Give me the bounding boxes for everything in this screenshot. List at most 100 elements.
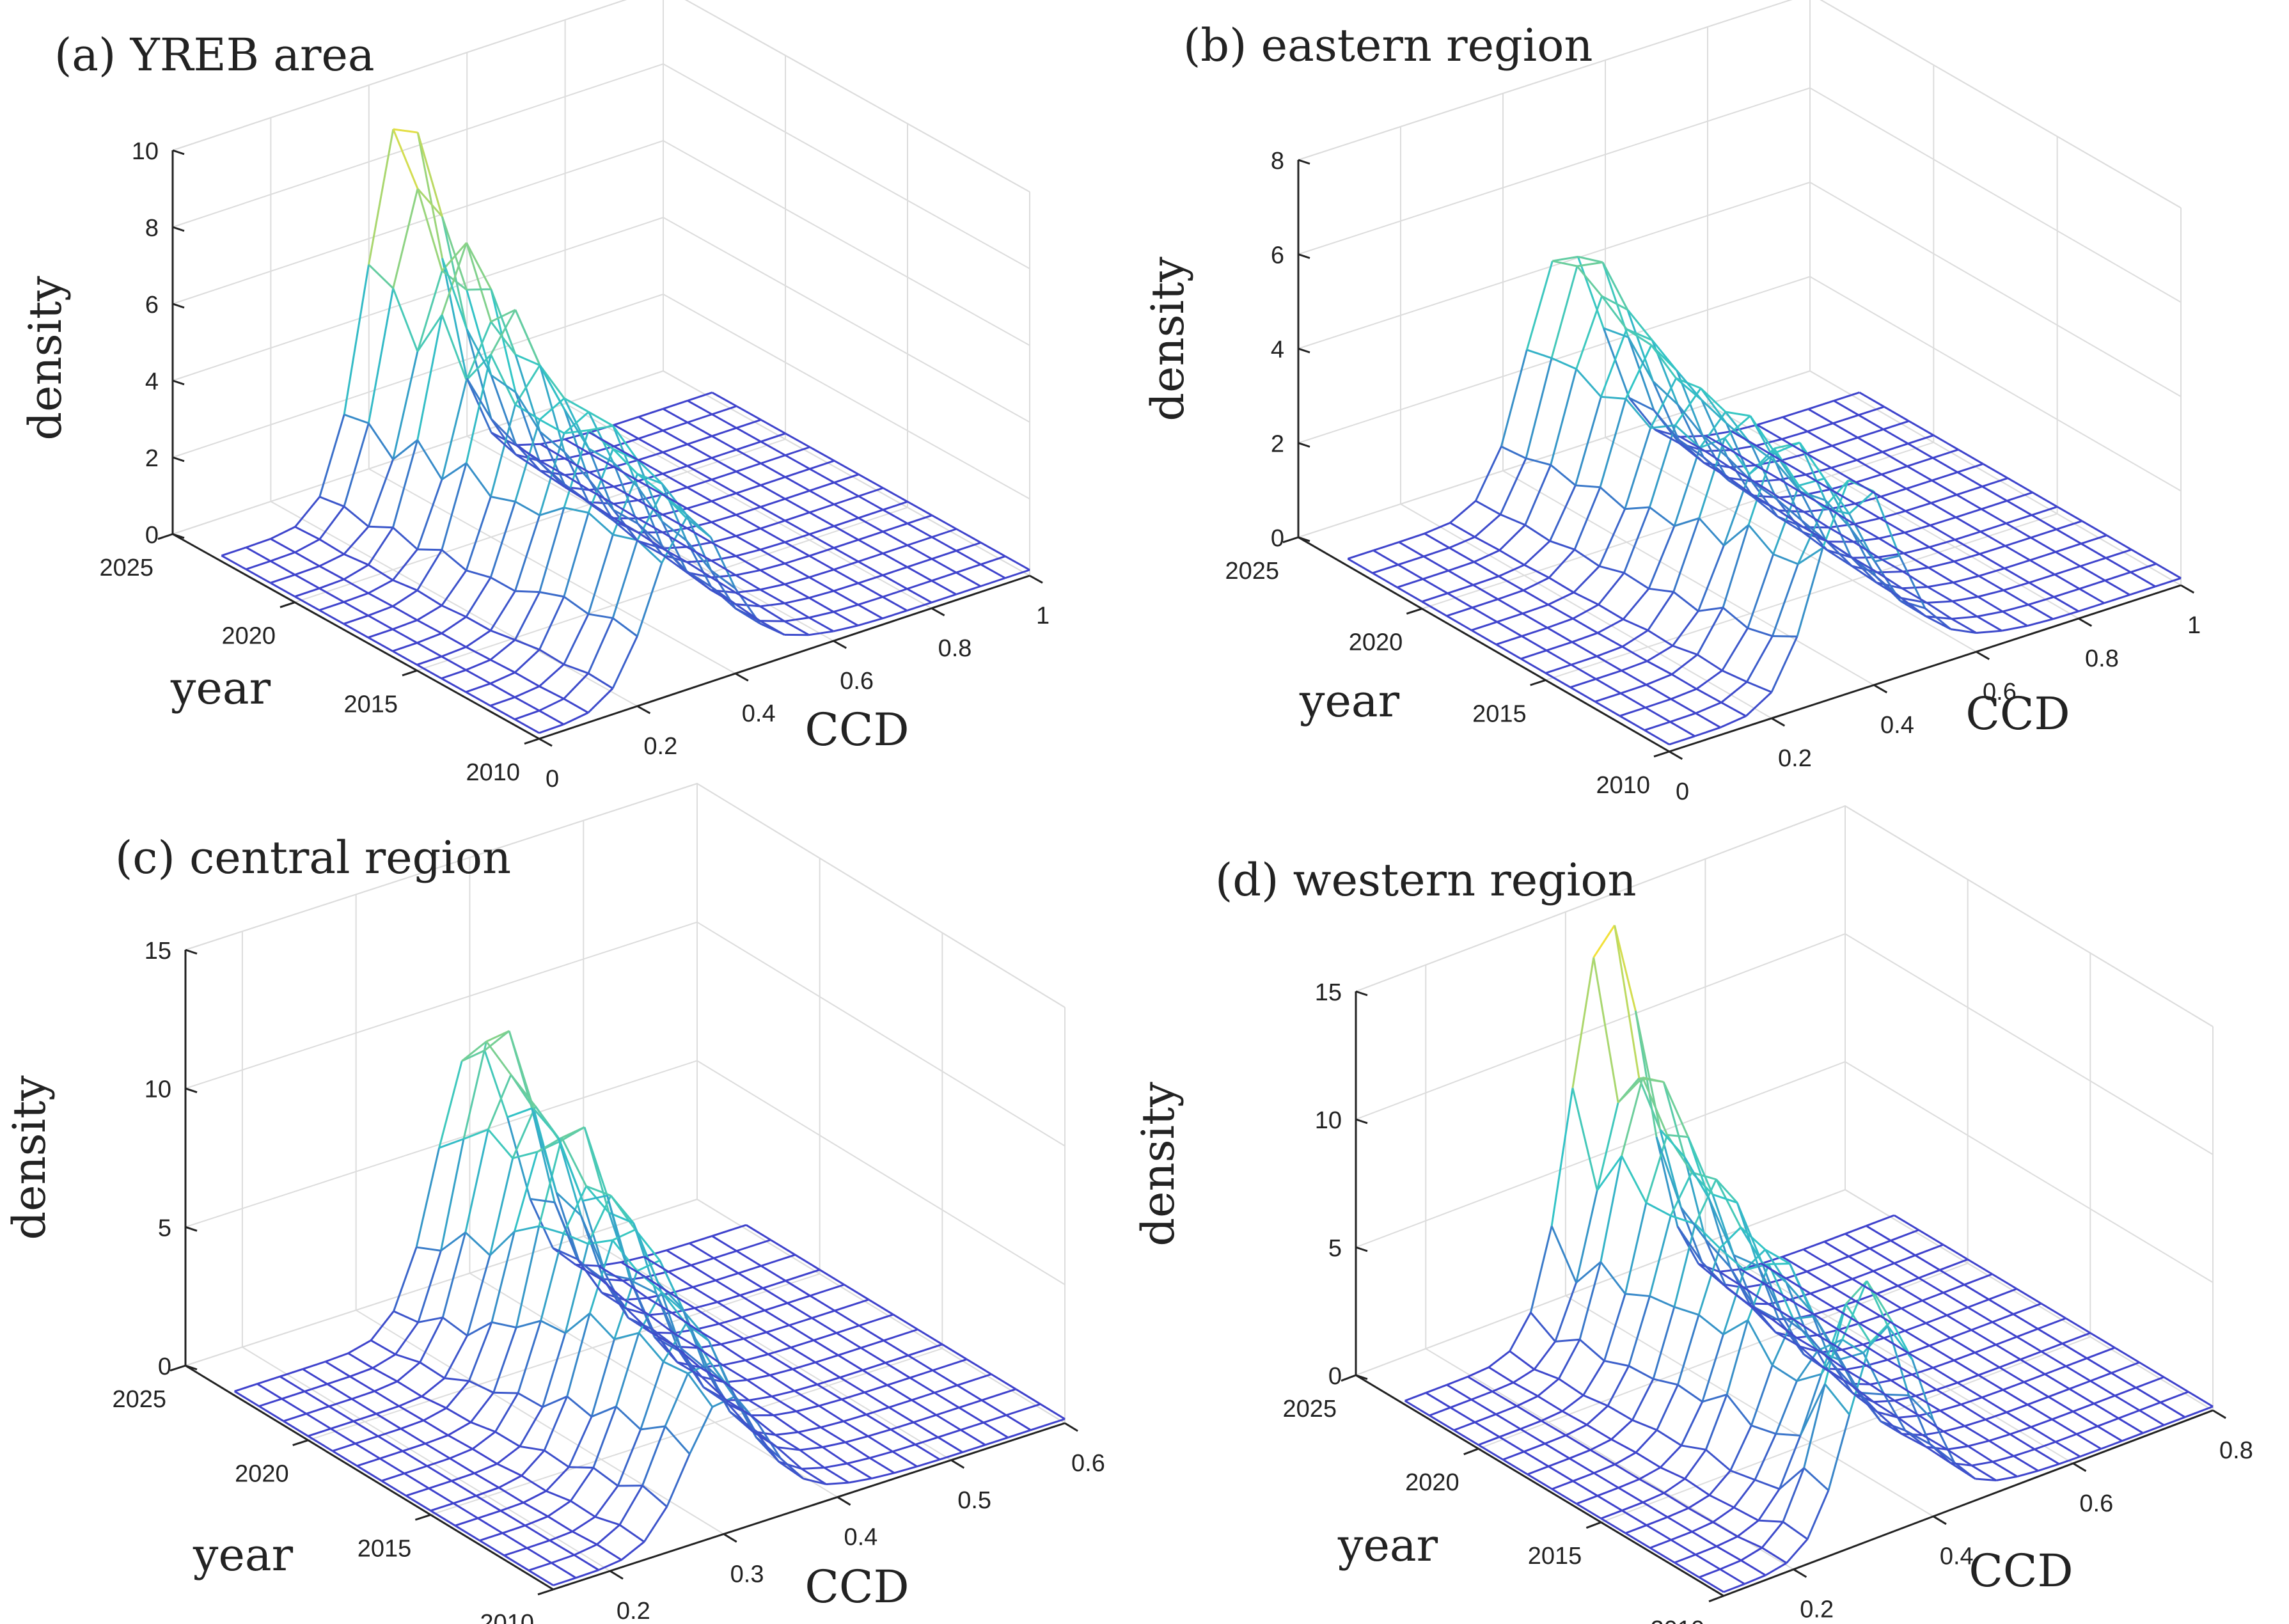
x-axis-label: CCD (805, 1561, 909, 1613)
surface-line-ccd (392, 605, 418, 621)
surface-line-year (572, 1516, 596, 1533)
surface-line-ccd (1642, 1501, 1669, 1518)
surface-line-year (1750, 444, 1778, 500)
surface-line-ccd (1576, 265, 1603, 297)
surface-line-year (1953, 575, 1979, 584)
surface-line-year (1571, 655, 1598, 666)
surface-line-year (539, 596, 565, 650)
surface-line-year (1803, 1384, 1826, 1469)
surface-line-ccd (654, 1336, 680, 1352)
surface-line-year (1946, 1306, 1969, 1316)
y-tick (1341, 1374, 1357, 1382)
surface-line-ccd (539, 430, 565, 453)
surface-line-ccd (372, 1367, 398, 1383)
surface-line-year (735, 418, 762, 429)
surface-line-year (368, 605, 393, 617)
surface-line-ccd (1958, 448, 1984, 465)
y-tick-label: 2010 (466, 759, 520, 786)
surface-line-year (2080, 556, 2107, 567)
surface-line-year (1523, 540, 1551, 566)
surface-line-ccd (514, 696, 540, 712)
surface-line-year (1928, 560, 1955, 569)
surface-line-year (1722, 473, 1750, 546)
surface-line-ccd (1807, 430, 1833, 447)
surface-line-ccd (1876, 581, 1902, 599)
surface-line-ccd (686, 486, 712, 502)
surface-line-ccd (490, 629, 515, 641)
chart-title: (a) YREB area (54, 29, 375, 81)
surface-line-ccd (711, 391, 737, 407)
surface-line-ccd (966, 1358, 992, 1375)
surface-line-ccd (784, 476, 810, 492)
surface-line-ccd (1848, 1256, 1874, 1272)
surface-line-ccd (1722, 669, 1747, 683)
surface-line-ccd (466, 569, 491, 579)
surface-line-year (330, 1420, 354, 1430)
surface-line-ccd (638, 416, 664, 432)
surface-line-year (377, 1428, 402, 1437)
surface-line-year (465, 682, 491, 693)
surface-line-ccd (1845, 1369, 1871, 1385)
z-axis-label: density (1132, 1082, 1184, 1247)
surface-line-ccd (1977, 595, 2004, 613)
x-tick (735, 672, 749, 682)
surface-line-year (1890, 1229, 1919, 1242)
surface-line-ccd (586, 1185, 611, 1197)
surface-line-year (1548, 591, 1575, 606)
surface-line-ccd (515, 444, 541, 462)
surface-line-year (1576, 1495, 1598, 1505)
surface-line-ccd (1768, 1303, 1794, 1320)
surface-line-year (1623, 507, 1651, 574)
surface-line-ccd (441, 656, 467, 671)
surface-line-ccd (1474, 536, 1500, 551)
surface-line-year (1619, 706, 1646, 717)
surface-line-year (1901, 1299, 1923, 1310)
surface-line-ccd (1963, 1284, 1990, 1300)
surface-line-ccd (416, 589, 443, 606)
surface-line-ccd (1939, 1410, 1965, 1427)
surface-line-ccd (1604, 1360, 1630, 1367)
y-tick-label: 2020 (235, 1461, 289, 1488)
surface-line-ccd (801, 1468, 827, 1485)
surface-line-year (956, 585, 981, 595)
surface-line-ccd (1404, 1399, 1430, 1417)
surface-line-ccd (1995, 1344, 2021, 1360)
surface-line-ccd (447, 1434, 473, 1450)
surface-line-ccd (490, 308, 516, 323)
surface-line-ccd (1946, 1314, 1972, 1331)
surface-line-ccd (841, 1398, 867, 1415)
surface-line-year (588, 425, 613, 432)
surface-line-year (1671, 654, 1698, 675)
surface-line-year (1525, 358, 1553, 459)
surface-line-ccd (1491, 1391, 1518, 1407)
surface-line-year (1688, 1494, 1710, 1510)
surface-line-year (2031, 1418, 2052, 1428)
surface-line-ccd (1628, 1365, 1654, 1380)
surface-line-year (801, 1467, 824, 1470)
surface-line-year (710, 537, 737, 589)
surface-line-year (638, 429, 664, 440)
y-tick-label: 2025 (1225, 558, 1279, 585)
z-tick-label: 6 (1271, 242, 1284, 269)
surface-line-ccd (1571, 1087, 1598, 1191)
surface-line-year (447, 1421, 471, 1437)
surface-line-year (864, 1384, 888, 1394)
surface-line-ccd (2111, 1372, 2137, 1389)
surface-line-ccd (1644, 729, 1670, 746)
surface-line-year (1942, 1284, 1965, 1294)
surface-line-ccd (1905, 487, 1932, 504)
surface-line-year (931, 528, 957, 539)
surface-line-year (587, 534, 614, 615)
surface-line-year (1906, 479, 1933, 490)
surface-line-year (1855, 473, 1882, 484)
surface-line-year (956, 563, 981, 574)
surface-line-year (911, 1391, 935, 1401)
surface-line-year (598, 1559, 622, 1571)
surface-line-year (343, 614, 369, 625)
x-tick-label: 0 (1676, 778, 1689, 805)
surface-line-year (1829, 523, 1855, 529)
surface-line-year (2121, 1432, 2144, 1442)
surface-line-year (246, 538, 271, 549)
surface-line-year (885, 1354, 909, 1364)
surface-line-ccd (892, 1451, 918, 1468)
